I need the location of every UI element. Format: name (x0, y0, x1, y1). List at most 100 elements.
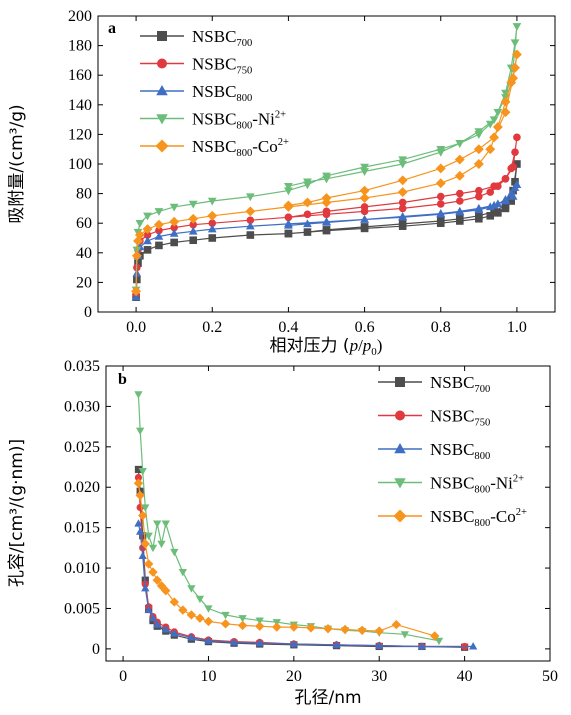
legend-marker (395, 377, 405, 387)
data-point (391, 619, 401, 630)
data-point (306, 623, 316, 633)
x-tick-label: 0.4 (278, 319, 298, 336)
data-point (195, 613, 205, 623)
data-point (398, 220, 407, 228)
data-point (153, 219, 164, 230)
legend-label: NSBC800-Co2+ (430, 507, 527, 529)
data-point (204, 636, 213, 644)
data-point (284, 187, 293, 196)
legend-label: NSBC800-Ni2+ (430, 474, 524, 496)
data-point (255, 638, 264, 647)
data-point (161, 586, 171, 596)
data-point (134, 230, 145, 240)
panel-a-adsorption-isotherm: 0.0 0.2 0.4 0.6 0.8 1.0 0 20 40 60 80 100 120 140 160 1… (7, 8, 556, 358)
y-tick-label: 0.025 (64, 439, 100, 456)
data-point (134, 391, 143, 399)
legend-marker (156, 114, 168, 125)
legend-marker (395, 410, 405, 421)
data-point (398, 198, 407, 207)
data-point (398, 211, 408, 220)
data-point (289, 622, 299, 632)
data-point (203, 616, 214, 627)
data-point (156, 581, 167, 591)
legend-label: NSBC800 (430, 440, 490, 462)
data-point (170, 629, 179, 637)
data-point (303, 210, 312, 219)
panel-b-legend: NSBC700 NSBC750 NSBC800 NSBC800-Ni2+ NSBC800… (378, 373, 527, 529)
data-point (188, 200, 198, 209)
x-tick-label: 40 (457, 668, 473, 685)
x-tick-label: 0.0 (126, 319, 146, 336)
data-point (512, 180, 522, 188)
data-point (169, 597, 179, 607)
data-point (435, 178, 446, 189)
data-point (161, 625, 170, 633)
data-point (135, 490, 145, 500)
y-tick-label: 0.015 (64, 520, 100, 537)
data-point (148, 544, 158, 553)
data-point (255, 621, 265, 631)
legend-marker (394, 443, 406, 454)
data-point (436, 200, 445, 208)
data-point (398, 160, 408, 169)
y-tick-label: 0 (84, 304, 92, 321)
data-point (510, 62, 520, 73)
data-point (195, 595, 205, 604)
data-point (485, 144, 496, 155)
series-line (137, 523, 474, 648)
data-point (153, 620, 162, 628)
y-tick-label: 0.030 (64, 398, 100, 415)
data-point (511, 177, 519, 186)
data-point (469, 642, 478, 650)
legend-item: NSBC800 (378, 440, 490, 462)
data-point (208, 234, 217, 242)
panel-b-plot-frame (105, 365, 551, 662)
y-tick-label: 0.020 (64, 479, 100, 496)
data-point (131, 286, 142, 297)
data-point (134, 473, 143, 482)
data-point (513, 133, 521, 142)
series-800-Co (133, 478, 440, 641)
data-point (188, 226, 198, 235)
data-point (142, 224, 153, 235)
data-point (178, 605, 188, 615)
legend-item: NSBC800-Co2+ (378, 507, 527, 529)
data-point (144, 559, 154, 569)
data-point (435, 163, 446, 174)
data-point (178, 569, 187, 577)
legend-item: NSBC700 (378, 373, 490, 395)
data-point (169, 229, 179, 237)
x-tick-label: 30 (371, 668, 387, 685)
x-tick-label: 0 (119, 668, 127, 685)
data-point (473, 159, 484, 169)
data-point (375, 641, 384, 649)
data-point (475, 186, 483, 195)
data-point (170, 223, 178, 232)
data-point (360, 214, 369, 223)
data-point (493, 108, 503, 117)
data-point (283, 200, 294, 211)
series-700 (132, 160, 521, 301)
series-800 (131, 180, 522, 301)
panel-a-plot-frame (97, 15, 556, 313)
data-point (207, 224, 217, 233)
legend-label: NSBC700 (192, 27, 252, 49)
data-point (430, 631, 440, 641)
data-point (221, 611, 230, 620)
data-point (489, 116, 499, 125)
data-point (508, 192, 518, 200)
data-point (500, 107, 511, 118)
data-point (138, 468, 147, 476)
data-point (141, 504, 150, 512)
y-tick-label: 0.010 (64, 560, 100, 577)
y-tick-label: 40 (76, 245, 92, 262)
data-point (208, 219, 217, 227)
legend-item: NSBC800-Ni2+ (140, 110, 286, 132)
data-point (143, 236, 152, 245)
data-point (303, 228, 312, 236)
data-point (187, 633, 196, 641)
y-tick-label: 0 (92, 641, 100, 658)
data-point (506, 77, 517, 88)
data-point (157, 540, 166, 549)
data-point (489, 132, 500, 143)
